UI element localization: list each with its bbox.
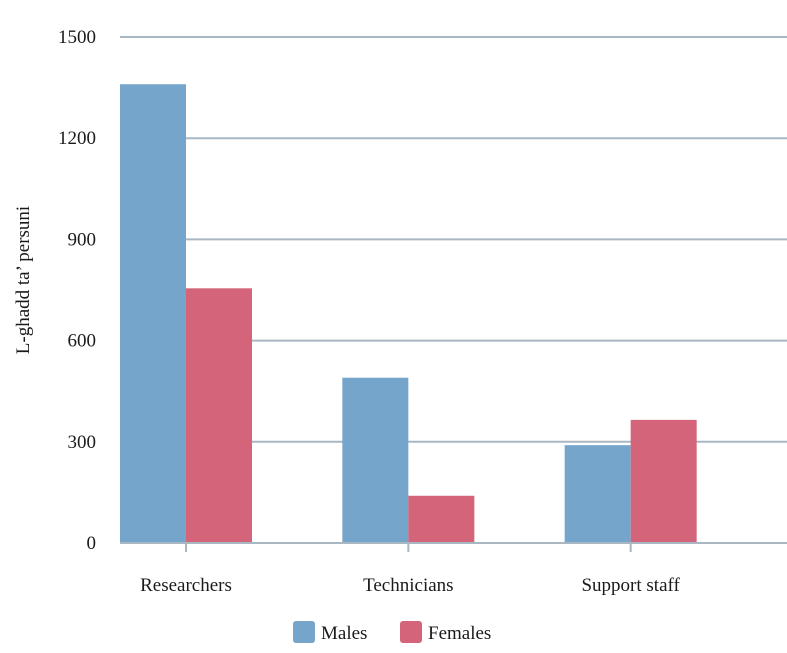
- y-axis-title: L-ghadd ta’ persuni: [13, 206, 34, 354]
- bar-males-support-staff: [564, 445, 631, 543]
- y-tick-label: 300: [68, 432, 97, 453]
- legend-swatch-females: [400, 621, 422, 643]
- legend: Males Females: [293, 621, 491, 644]
- legend-swatch-males: [293, 621, 315, 643]
- bar-females-technicians: [408, 495, 475, 543]
- legend-label-females: Females: [428, 623, 491, 644]
- bar-females-support-staff: [630, 419, 697, 543]
- x-axis: Researchers Technicians Support staff: [120, 542, 787, 596]
- bars: [120, 84, 697, 543]
- y-tick-label: 1200: [58, 128, 96, 149]
- x-tick-label: Support staff: [581, 575, 680, 596]
- y-tick-label: 0: [87, 533, 97, 554]
- y-tick-label: 900: [68, 229, 97, 250]
- x-tick-label: Technicians: [363, 575, 453, 596]
- bar-males-researchers: [120, 84, 186, 543]
- bar-males-technicians: [342, 377, 409, 543]
- legend-label-males: Males: [321, 623, 367, 644]
- y-tick-label: 1500: [58, 27, 96, 48]
- x-tick-label: Researchers: [140, 575, 232, 596]
- y-axis-ticks: 0 300 600 900 1200 1500: [58, 27, 96, 554]
- y-tick-label: 600: [68, 331, 97, 352]
- bar-females-researchers: [186, 288, 252, 543]
